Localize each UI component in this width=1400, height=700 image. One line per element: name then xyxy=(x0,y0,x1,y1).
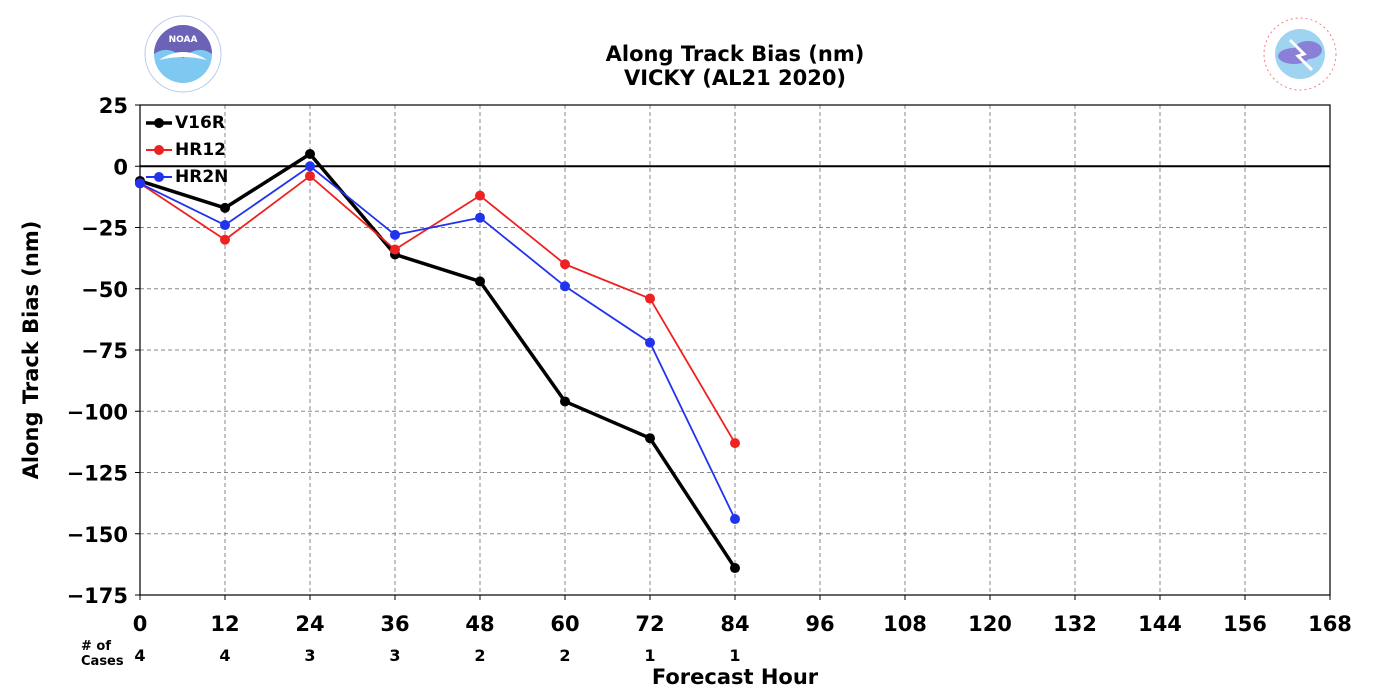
y-tick-label: −25 xyxy=(81,217,128,241)
y-tick-label: −100 xyxy=(67,400,128,424)
case-count-label: 4 xyxy=(134,646,145,665)
legend-swatch-hr12 xyxy=(146,144,172,155)
data-point-hr2n xyxy=(475,212,485,223)
data-point-hr2n xyxy=(730,514,740,525)
legend-item-hr2n: HR2N xyxy=(146,163,228,190)
legend-label-v16r: V16R xyxy=(175,112,225,133)
y-tick-label: −150 xyxy=(67,523,128,547)
case-count-label: 3 xyxy=(304,646,315,665)
data-point-v16r xyxy=(730,563,740,574)
y-tick-label: 25 xyxy=(99,94,128,118)
case-count-label: 1 xyxy=(644,646,655,665)
x-tick-label: 72 xyxy=(635,612,664,636)
y-tick-label: −125 xyxy=(67,462,128,486)
x-tick-label: 60 xyxy=(550,612,579,636)
tick-labels: 0 12 24 36 48 60 72 84 96 108 120 132 144 156 168250−2… xyxy=(67,94,1352,665)
chart-subtitle: VICKY (AL21 2020) xyxy=(623,66,847,90)
x-tick-label: 156 xyxy=(1223,612,1267,636)
x-tick-label: 84 xyxy=(720,612,749,636)
x-tick-label: 144 xyxy=(1138,612,1182,636)
data-point-hr2n xyxy=(390,229,400,240)
data-point-hr2n xyxy=(305,161,315,172)
series-lines xyxy=(135,149,740,574)
x-tick-label: 48 xyxy=(465,612,494,636)
case-count-label: 2 xyxy=(559,646,570,665)
legend-label-hr12: HR12 xyxy=(175,139,226,160)
x-tick-label: 168 xyxy=(1308,612,1352,636)
y-tick-label: −175 xyxy=(67,584,128,608)
case-count-label: 2 xyxy=(474,646,485,665)
x-tick-label: 24 xyxy=(295,612,324,636)
data-point-v16r xyxy=(560,396,570,407)
x-axis-label: Forecast Hour xyxy=(651,665,819,689)
data-point-hr12 xyxy=(730,438,740,449)
series-line-hr2n xyxy=(139,165,736,520)
x-tick-label: 96 xyxy=(805,612,834,636)
x-tick-label: 132 xyxy=(1053,612,1097,636)
data-point-v16r xyxy=(475,276,485,287)
case-count-label: 1 xyxy=(729,646,740,665)
case-count-label: 4 xyxy=(219,646,230,665)
data-point-v16r xyxy=(220,202,230,213)
data-point-hr12 xyxy=(475,190,485,201)
data-point-hr2n xyxy=(220,220,230,231)
data-point-v16r xyxy=(305,149,315,159)
x-tick-label: 12 xyxy=(210,612,239,636)
axes xyxy=(135,104,1331,600)
legend-item-hr12: HR12 xyxy=(146,136,228,163)
x-tick-label: 120 xyxy=(968,612,1012,636)
series-line-v16r xyxy=(139,152,737,570)
legend: V16R HR12 HR2N xyxy=(146,109,228,190)
cases-label-text: # of Cases xyxy=(81,639,124,669)
noaa-logo-icon: NOAA xyxy=(144,15,222,93)
legend-swatch-hr2n xyxy=(146,171,172,182)
legend-swatch-v16r xyxy=(146,117,172,128)
x-tick-label: 0 xyxy=(133,612,148,636)
data-point-hr2n xyxy=(135,178,145,189)
data-point-hr2n xyxy=(645,337,655,348)
y-tick-label: 0 xyxy=(113,155,128,179)
data-point-v16r xyxy=(645,433,655,444)
y-axis-label: Along Track Bias (nm) xyxy=(19,220,43,480)
x-tick-label: 108 xyxy=(883,612,927,636)
data-point-hr12 xyxy=(560,259,570,270)
grid-lines xyxy=(140,105,1330,595)
data-point-hr12 xyxy=(645,293,655,304)
case-count-label: 3 xyxy=(389,646,400,665)
nws-logo-icon xyxy=(1262,16,1338,92)
y-tick-label: −50 xyxy=(81,278,128,302)
legend-item-v16r: V16R xyxy=(146,109,228,136)
y-tick-label: −75 xyxy=(81,339,128,363)
chart-title: Along Track Bias (nm) xyxy=(605,42,865,66)
data-point-hr12 xyxy=(220,234,230,245)
data-point-hr2n xyxy=(560,281,570,292)
x-tick-label: 36 xyxy=(380,612,409,636)
data-point-hr12 xyxy=(390,244,400,255)
svg-text:NOAA: NOAA xyxy=(169,35,198,45)
series-line-hr12 xyxy=(139,175,736,444)
cases-label: # of Cases xyxy=(81,639,124,669)
data-point-hr12 xyxy=(305,171,315,182)
legend-label-hr2n: HR2N xyxy=(175,166,229,187)
